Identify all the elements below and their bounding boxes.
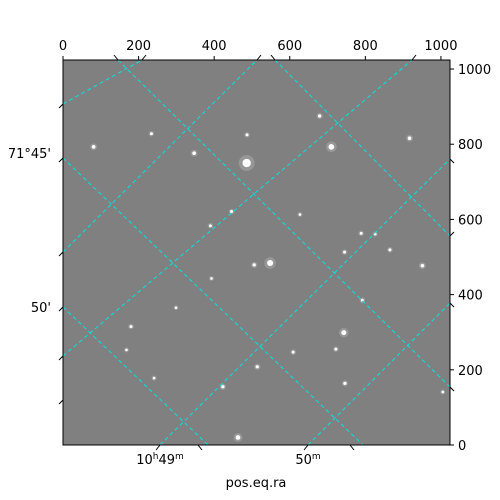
right-axis-tick-label: 800	[458, 138, 483, 153]
top-axis-tick-label: 0	[59, 39, 67, 54]
right-axis-tick-label: 600	[458, 213, 483, 228]
right-axis-tick-label: 0	[458, 439, 466, 454]
grid-line	[274, 60, 450, 237]
grid-edge-tick	[449, 231, 455, 237]
dec-tick	[58, 355, 64, 361]
grid-edge-tick	[256, 54, 262, 61]
star	[343, 250, 347, 254]
grid-line	[117, 60, 450, 388]
dec-bottom-tick	[197, 444, 203, 451]
grid-line	[63, 157, 364, 445]
star	[328, 144, 335, 150]
grid-line	[63, 60, 258, 253]
star	[242, 158, 251, 168]
grid-edge-tick	[449, 302, 455, 308]
ra-tick	[303, 444, 309, 451]
star	[210, 277, 213, 280]
star	[91, 145, 96, 149]
star	[343, 381, 347, 385]
star	[388, 248, 392, 252]
star	[152, 376, 156, 380]
dec-tick	[58, 251, 64, 257]
star	[192, 151, 196, 156]
ra-tick-label: 50m	[295, 452, 320, 468]
star	[208, 224, 212, 228]
top-axis-tick-label: 800	[353, 39, 378, 54]
right-axis-tick-label: 400	[458, 289, 483, 304]
grid-edge-tick	[449, 386, 455, 392]
sky-background	[63, 60, 450, 445]
star	[298, 213, 302, 216]
ra-tick-label: 10h49m	[136, 452, 184, 468]
grid-edge-tick	[113, 54, 119, 61]
grid-edge-tick	[141, 54, 147, 61]
dec-tick	[58, 306, 64, 312]
right-axis-tick-label: 1000	[458, 63, 491, 78]
star	[174, 306, 178, 310]
star	[125, 348, 128, 352]
star	[221, 385, 225, 389]
grid-line	[307, 302, 450, 445]
right-axis-tick-label: 200	[458, 364, 483, 379]
stars-layer	[90, 112, 446, 442]
pixel-axes: 0 200 400 600 800 1000 0 200 400 600 800 1000	[59, 39, 491, 454]
grid-line	[159, 158, 450, 445]
coordinate-grid	[63, 60, 450, 445]
star	[245, 133, 249, 137]
grid-edge-tick	[270, 54, 276, 61]
grid-edge-tick	[449, 158, 455, 164]
x-axis-title: pos.eq.ra	[226, 476, 287, 491]
grid-line	[63, 60, 413, 357]
dec-tick-label: 50'	[31, 301, 51, 316]
dec-tick-label: 71°45'	[8, 147, 51, 162]
ra-tick	[155, 444, 161, 451]
top-axis-tick-label: 600	[277, 39, 302, 54]
star	[420, 263, 425, 268]
sky-image	[63, 60, 450, 445]
dec-tick	[58, 103, 64, 109]
star	[235, 435, 241, 440]
star	[230, 210, 234, 213]
dec-tick	[58, 399, 64, 405]
star	[267, 260, 274, 267]
dec-tick	[58, 157, 64, 163]
world-axes: 10h49m 50m 71°45' 50'	[8, 54, 455, 468]
dec-bottom-tick	[349, 444, 355, 451]
star	[407, 136, 412, 141]
grid-edge-tick	[411, 54, 417, 61]
star	[255, 365, 259, 369]
star	[359, 231, 363, 235]
star	[149, 132, 153, 136]
top-axis-tick-label: 400	[202, 39, 227, 54]
star	[252, 263, 256, 267]
grid-line	[63, 60, 143, 105]
star	[317, 114, 322, 118]
star	[341, 330, 347, 336]
grid-line	[63, 306, 209, 445]
star	[334, 347, 338, 351]
star	[129, 325, 133, 329]
top-axis-tick-label: 200	[126, 39, 151, 54]
star	[441, 390, 445, 394]
top-axis-tick-label: 1000	[424, 39, 457, 54]
star	[291, 350, 295, 354]
